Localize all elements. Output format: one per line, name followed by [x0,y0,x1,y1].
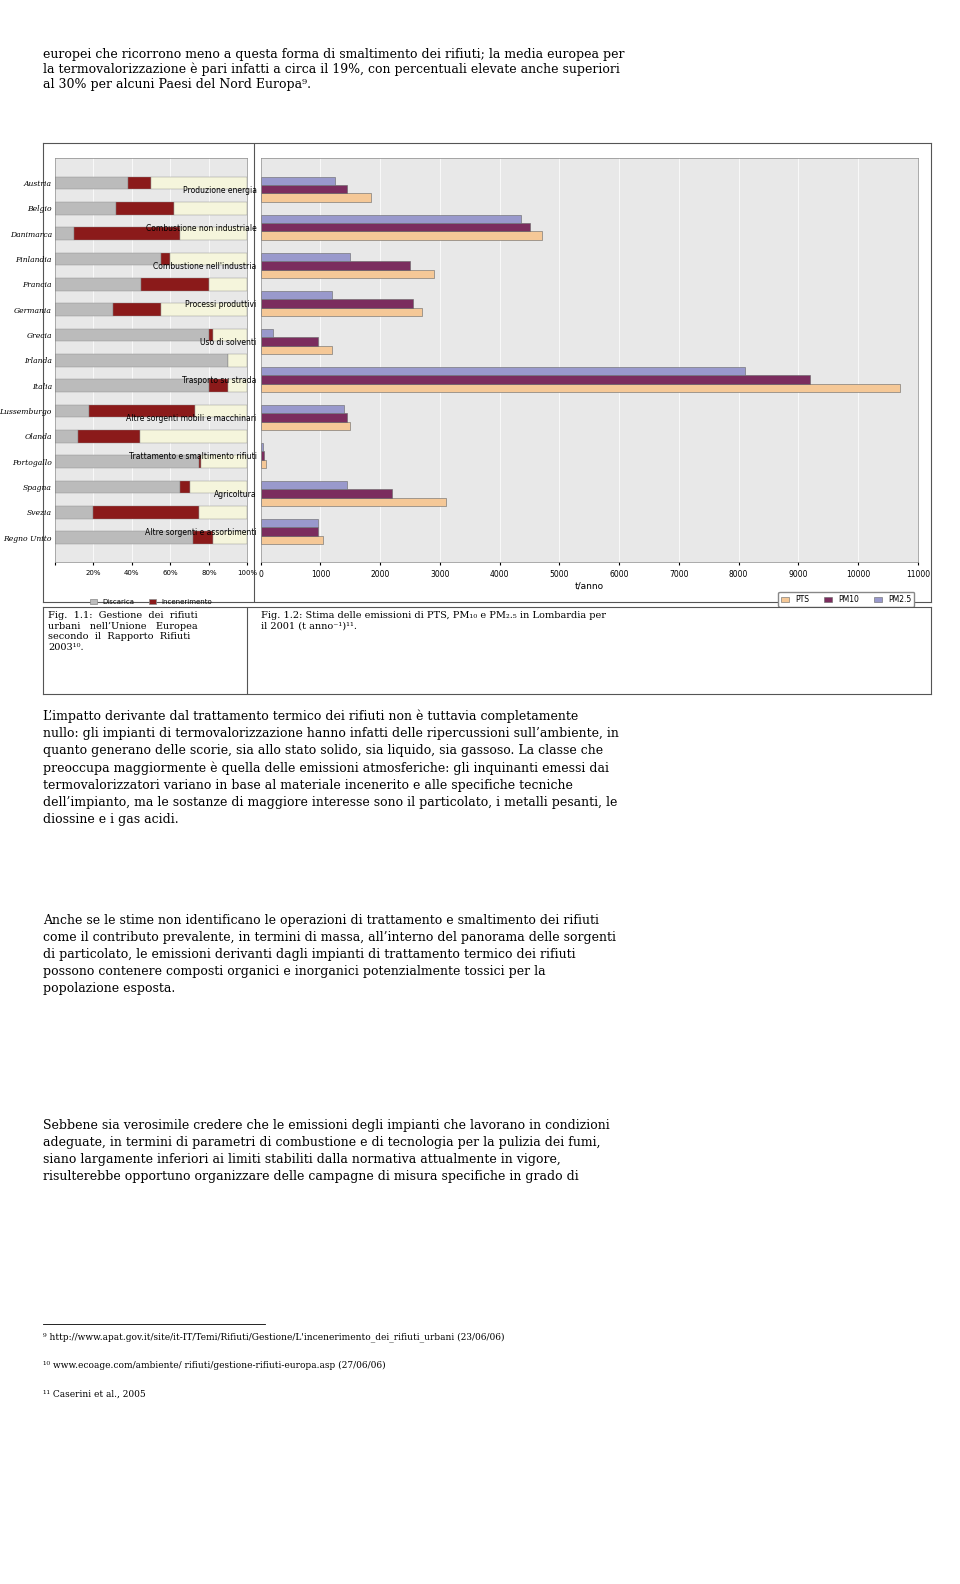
Bar [170,253,248,266]
Bar [93,505,200,518]
Text: Fig. 1.2: Stima delle emissioni di PTS, PM₁₀ e PM₂.₅ in Lombardia per
il 2001 (t: Fig. 1.2: Stima delle emissioni di PTS, … [261,611,606,630]
Bar [213,531,248,543]
Bar [261,489,393,497]
Text: L’impatto derivante dal trattamento termico dei rifiuti non è tuttavia completam: L’impatto derivante dal trattamento term… [43,710,619,825]
Bar [55,279,141,291]
Bar [55,404,89,417]
Text: europei che ricorrono meno a questa forma di smaltimento dei rifiuti; la media e: europei che ricorrono meno a questa form… [43,48,625,92]
Text: Sebbene sia verosimile credere che le emissioni degli impianti che lavorano in c: Sebbene sia verosimile credere che le em… [43,1118,610,1183]
Text: Anche se le stime non identificano le operazioni di trattamento e smaltimento de: Anche se le stime non identificano le op… [43,914,616,995]
Bar [261,253,350,261]
Bar [55,480,180,493]
Legend: PTS, PM10, PM2.5: PTS, PM10, PM2.5 [778,592,914,607]
Bar [261,261,410,269]
Bar [261,482,348,489]
Bar [261,269,434,277]
Bar [55,177,128,190]
Bar [180,480,190,493]
Bar [55,253,160,266]
Bar [160,304,248,317]
Bar [194,531,213,543]
Bar [261,520,318,527]
Bar [78,429,139,442]
Bar [55,531,194,543]
Bar [261,337,318,345]
Bar [261,497,446,505]
Bar [55,455,200,467]
Bar [261,193,372,201]
Bar [202,455,248,467]
Bar [55,355,228,366]
Bar [261,329,273,337]
Bar [261,231,541,239]
Text: ⁹ http://www.apat.gov.it/site/it-IT/Temi/Rifiuti/Gestione/L'incenerimento_dei_ri: ⁹ http://www.apat.gov.it/site/it-IT/Temi… [43,1332,505,1342]
Bar [261,291,332,299]
Bar [55,228,74,241]
Bar [141,279,209,291]
Bar [261,444,263,451]
Bar [261,451,264,459]
Bar [261,185,348,193]
Bar [151,177,248,190]
Bar [112,304,160,317]
Bar [55,203,116,215]
Bar [261,223,530,231]
Text: ¹⁰ www.ecoage.com/ambiente/ rifiuti/gestione-rifiuti-europa.asp (27/06/06): ¹⁰ www.ecoage.com/ambiente/ rifiuti/gest… [43,1361,386,1370]
Bar [174,203,248,215]
Bar [89,404,196,417]
Bar [55,379,209,391]
Bar [213,329,248,342]
Bar [261,535,324,543]
Bar [261,406,345,413]
Bar [190,480,248,493]
X-axis label: t/anno: t/anno [575,581,604,591]
Bar [200,455,202,467]
Bar [200,505,248,518]
Bar [55,329,209,342]
Bar [261,421,350,429]
Text: ¹¹ Caserini et al., 2005: ¹¹ Caserini et al., 2005 [43,1391,146,1399]
Bar [55,304,112,317]
Bar [160,253,170,266]
Bar [261,299,413,307]
Bar [228,355,248,366]
Bar [228,379,248,391]
Bar [209,379,228,391]
Bar [74,228,180,241]
Bar [261,307,422,315]
Bar [209,329,213,342]
Bar [55,505,93,518]
Bar [261,345,332,353]
Bar [180,228,248,241]
Bar [128,177,151,190]
Bar [261,367,745,375]
Bar [261,177,335,185]
Bar [196,404,248,417]
Legend: Discarica, Incenerimento: Discarica, Incenerimento [87,596,215,607]
Bar [261,383,900,391]
Bar [261,375,810,383]
Bar [261,527,318,535]
Text: Fig.  1.1:  Gestione  dei  rifiuti
urbani   nell’Unione   Europea
secondo  il  R: Fig. 1.1: Gestione dei rifiuti urbani ne… [48,611,198,651]
Bar [116,203,174,215]
Bar [55,429,78,442]
Bar [261,459,266,467]
Bar [209,279,248,291]
Bar [261,413,348,421]
Bar [139,429,248,442]
Bar [261,215,520,223]
